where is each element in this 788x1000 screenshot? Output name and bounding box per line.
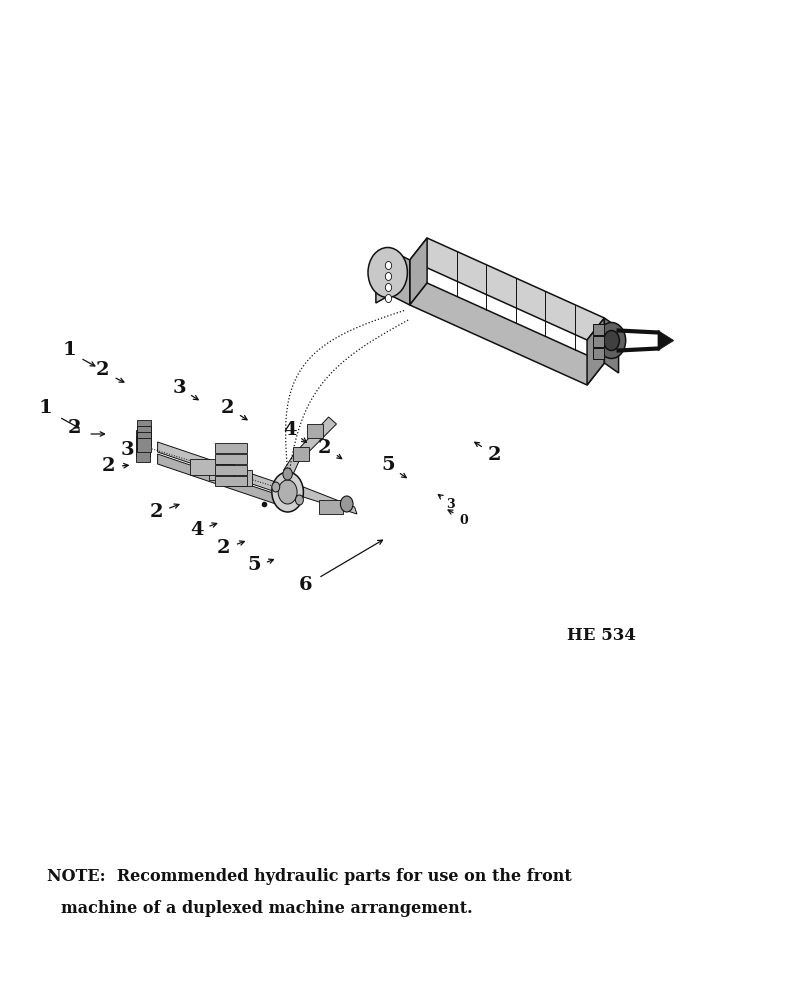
Text: machine of a duplexed machine arrangement.: machine of a duplexed machine arrangemen…: [61, 900, 473, 917]
Text: 0: 0: [459, 514, 468, 526]
Polygon shape: [658, 330, 674, 350]
Bar: [215, 443, 247, 453]
Circle shape: [385, 294, 392, 302]
Text: HE 534: HE 534: [567, 626, 636, 644]
Text: 3: 3: [173, 379, 187, 397]
Circle shape: [340, 496, 353, 512]
Text: 3: 3: [447, 497, 455, 510]
Bar: [293, 446, 309, 460]
Polygon shape: [390, 250, 410, 305]
Bar: [319, 500, 343, 514]
Text: 3: 3: [121, 441, 135, 459]
Circle shape: [278, 480, 297, 504]
Circle shape: [368, 248, 407, 298]
Text: 4: 4: [283, 421, 297, 439]
Text: 2: 2: [68, 419, 82, 437]
FancyBboxPatch shape: [593, 348, 604, 359]
Bar: [137, 426, 151, 440]
Text: NOTE:  Recommended hydraulic parts for use on the front: NOTE: Recommended hydraulic parts for us…: [47, 868, 572, 885]
Bar: [137, 438, 151, 452]
Bar: [136, 436, 150, 450]
Bar: [215, 454, 247, 464]
Polygon shape: [376, 250, 390, 303]
Polygon shape: [410, 238, 427, 305]
Bar: [137, 432, 151, 446]
Text: 1: 1: [62, 341, 76, 359]
FancyBboxPatch shape: [593, 324, 604, 334]
Polygon shape: [587, 318, 604, 385]
Text: 1: 1: [39, 399, 53, 417]
Circle shape: [272, 482, 280, 492]
Bar: [136, 430, 150, 444]
Text: 5: 5: [381, 456, 395, 474]
Circle shape: [597, 322, 626, 358]
Polygon shape: [158, 454, 276, 504]
Polygon shape: [604, 318, 619, 373]
Text: 2: 2: [216, 539, 230, 557]
Bar: [191, 459, 216, 475]
FancyBboxPatch shape: [593, 336, 604, 347]
Polygon shape: [158, 442, 276, 492]
Polygon shape: [410, 238, 604, 340]
Polygon shape: [303, 487, 357, 514]
Bar: [209, 464, 234, 480]
Bar: [137, 420, 151, 434]
Text: 2: 2: [488, 446, 502, 464]
Text: 2: 2: [318, 439, 332, 457]
Text: 2: 2: [95, 361, 110, 379]
Bar: [215, 465, 247, 475]
Bar: [136, 448, 150, 462]
Circle shape: [272, 472, 303, 512]
Text: 2: 2: [220, 399, 234, 417]
Bar: [136, 442, 150, 456]
Bar: [227, 470, 252, 486]
Circle shape: [283, 468, 292, 480]
Circle shape: [296, 495, 303, 505]
Bar: [307, 424, 323, 438]
Bar: [215, 476, 247, 486]
Text: 6: 6: [299, 576, 313, 594]
Text: 4: 4: [190, 521, 204, 539]
Text: 2: 2: [102, 457, 116, 475]
Circle shape: [385, 261, 392, 269]
Text: 5: 5: [247, 556, 261, 574]
Circle shape: [385, 284, 392, 292]
Circle shape: [385, 272, 392, 280]
Polygon shape: [410, 283, 604, 385]
Text: 2: 2: [149, 503, 163, 521]
Polygon shape: [284, 417, 336, 476]
Circle shape: [604, 330, 619, 350]
